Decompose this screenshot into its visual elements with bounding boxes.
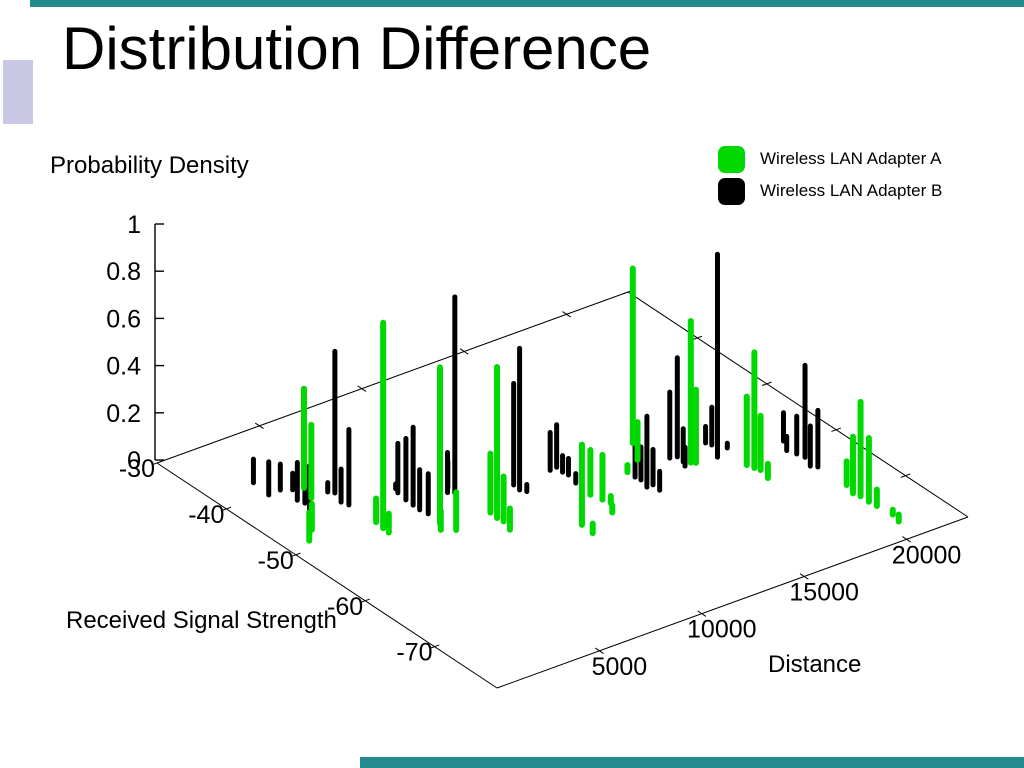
left-accent-bar xyxy=(3,60,33,124)
legend-label-adapter-b: Wireless LAN Adapter B xyxy=(760,181,943,200)
y-tick-label: -60 xyxy=(327,593,363,621)
x-tick xyxy=(562,311,572,318)
x-tick xyxy=(357,385,367,392)
z-tick-label: 0.2 xyxy=(106,400,141,428)
y-tick xyxy=(900,473,911,478)
y-tick xyxy=(221,506,232,512)
floor-edge xyxy=(627,291,969,518)
y-tick xyxy=(290,552,301,558)
bottom-accent-bar xyxy=(360,757,1024,768)
chart-legend: Wireless LAN Adapter A Wireless LAN Adap… xyxy=(718,145,942,205)
y-tick xyxy=(360,598,371,603)
floor-edge xyxy=(496,516,969,689)
adapter-a-color-swatch xyxy=(718,145,745,173)
x-tick-label: 10000 xyxy=(687,616,757,644)
x-axis-title: Distance xyxy=(768,651,861,678)
x-tick xyxy=(697,610,707,617)
y-tick xyxy=(761,381,772,387)
x-tick xyxy=(594,647,604,655)
y-tick-label: -30 xyxy=(119,455,155,483)
legend-label-adapter-a: Wireless LAN Adapter A xyxy=(760,149,942,168)
z-axis-title: Probability Density xyxy=(50,152,249,179)
y-axis-title: Received Signal Strength xyxy=(66,607,337,634)
top-accent-bar xyxy=(30,0,1024,7)
x-tick-label: 5000 xyxy=(592,653,648,681)
x-tick-label: 15000 xyxy=(789,578,859,606)
x-tick-label: 20000 xyxy=(892,541,962,569)
z-tick-label: 0.6 xyxy=(106,305,141,333)
y-tick-label: -70 xyxy=(396,639,432,667)
floor-edge xyxy=(156,291,629,464)
adapter-b-color-swatch xyxy=(718,177,745,205)
z-tick-label: 0 xyxy=(127,447,141,475)
x-tick xyxy=(459,348,469,355)
y-tick-label: -40 xyxy=(188,501,224,529)
legend-item-adapter-b: Wireless LAN Adapter B xyxy=(718,177,942,205)
z-tick-label: 1 xyxy=(127,211,141,239)
y-tick-label: -50 xyxy=(258,547,294,575)
z-tick-label: 0.4 xyxy=(106,353,141,381)
y-tick xyxy=(152,460,162,466)
x-tick xyxy=(902,536,912,543)
x-tick xyxy=(254,422,264,430)
page-title: Distribution Difference xyxy=(62,15,652,82)
y-tick xyxy=(831,427,842,432)
z-tick-label: 0.8 xyxy=(106,258,141,286)
legend-item-adapter-a: Wireless LAN Adapter A xyxy=(718,145,942,173)
y-tick xyxy=(429,644,440,649)
floor-edge xyxy=(156,462,498,689)
x-tick xyxy=(799,573,809,580)
y-tick xyxy=(692,335,703,341)
